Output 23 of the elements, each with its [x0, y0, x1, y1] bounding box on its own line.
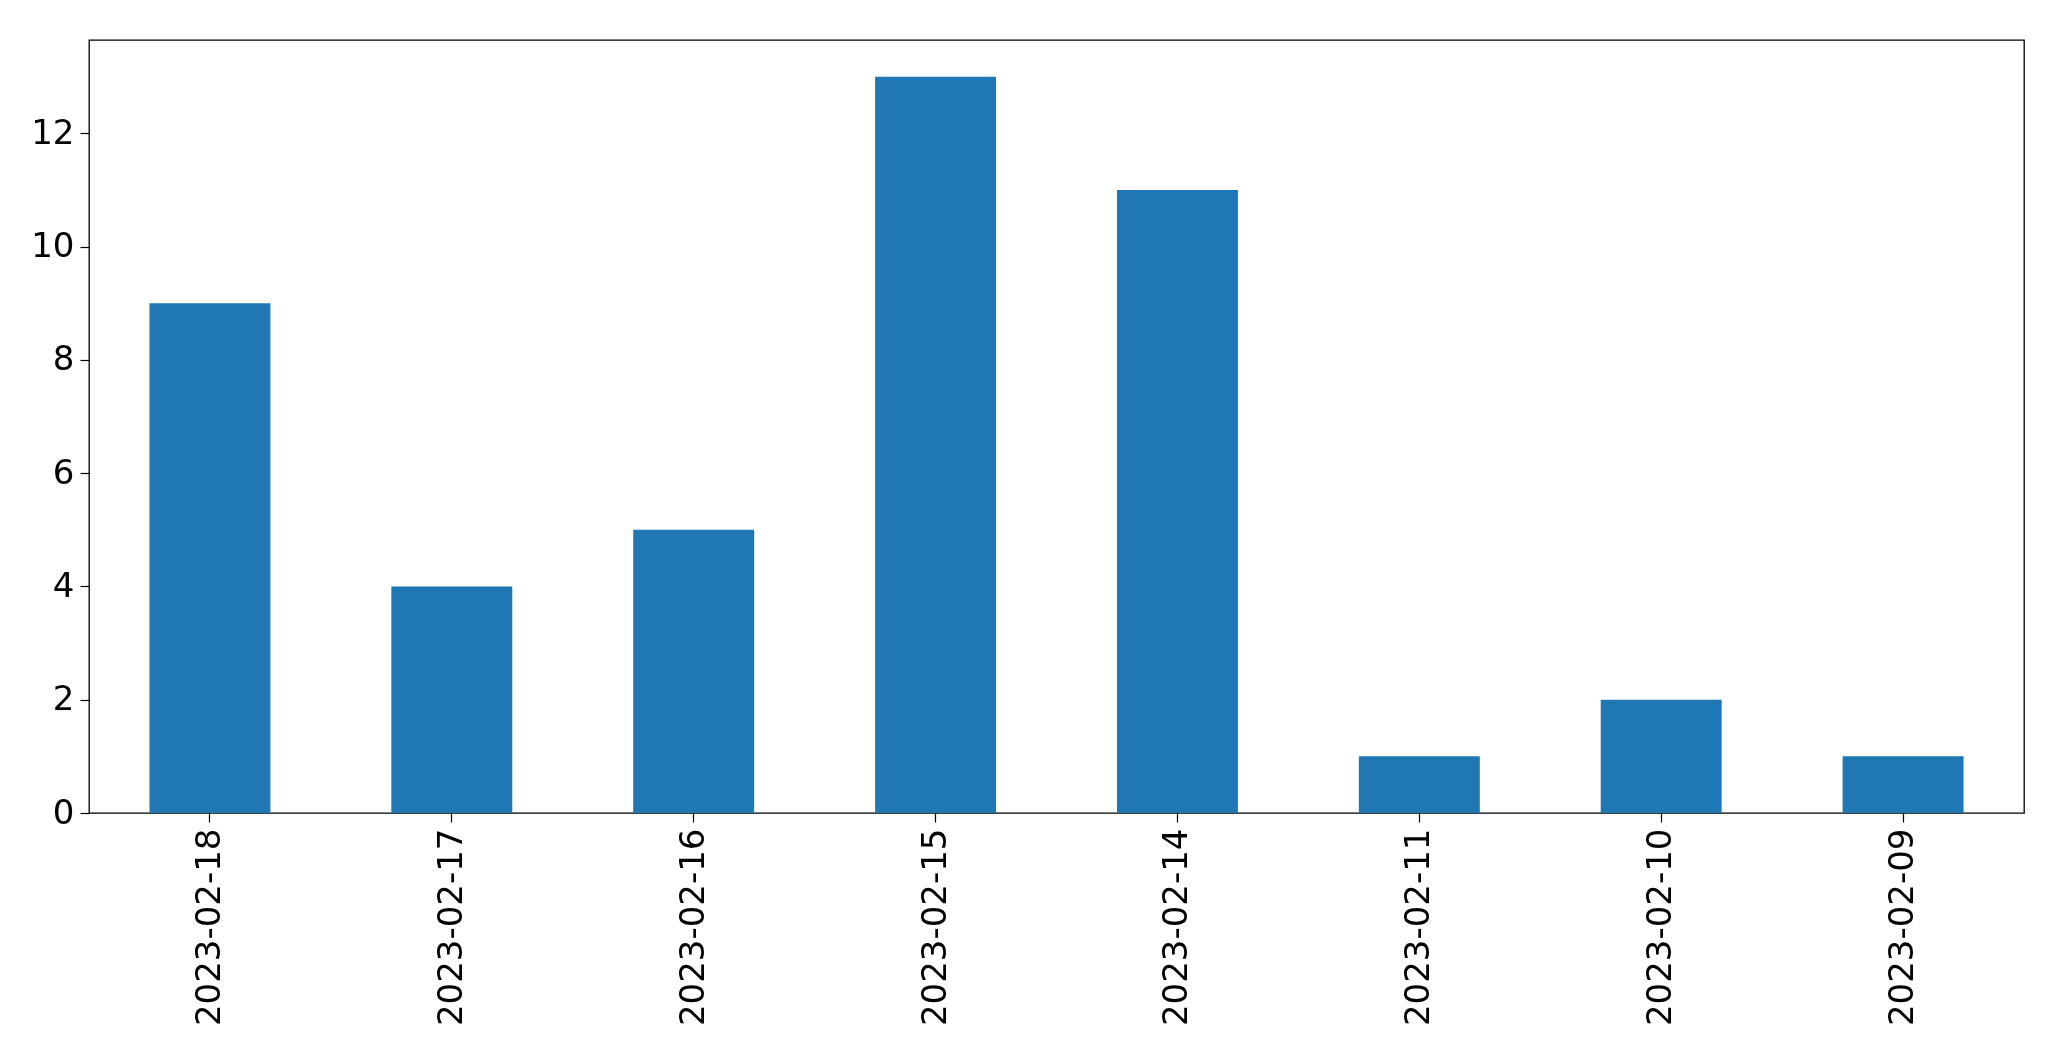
y-tick-label: 12: [31, 111, 75, 152]
bar: [391, 586, 513, 813]
bar: [1600, 699, 1722, 813]
y-tick-label: 4: [52, 564, 75, 605]
y-tick-label: 8: [52, 338, 75, 379]
bar: [149, 303, 271, 813]
bar: [1842, 756, 1964, 813]
x-tick-label: 2023-02-11: [1397, 828, 1438, 1027]
y-tick-label: 6: [52, 451, 75, 492]
x-tick-label: 2023-02-09: [1881, 828, 1922, 1027]
y-tick-label: 2: [52, 678, 75, 719]
x-tick-label: 2023-02-10: [1639, 828, 1680, 1027]
y-tick-label: 10: [31, 225, 75, 266]
x-tick-label: 2023-02-17: [429, 828, 470, 1027]
bar: [875, 76, 997, 813]
x-tick-label: 2023-02-14: [1155, 828, 1196, 1027]
y-tick-label: 0: [52, 791, 75, 832]
x-tick-label: 2023-02-18: [187, 828, 228, 1027]
bar: [633, 529, 755, 813]
x-tick-label: 2023-02-16: [671, 828, 712, 1027]
bar: [1116, 190, 1238, 813]
bar: [1358, 756, 1480, 813]
x-tick-label: 2023-02-15: [913, 828, 954, 1027]
